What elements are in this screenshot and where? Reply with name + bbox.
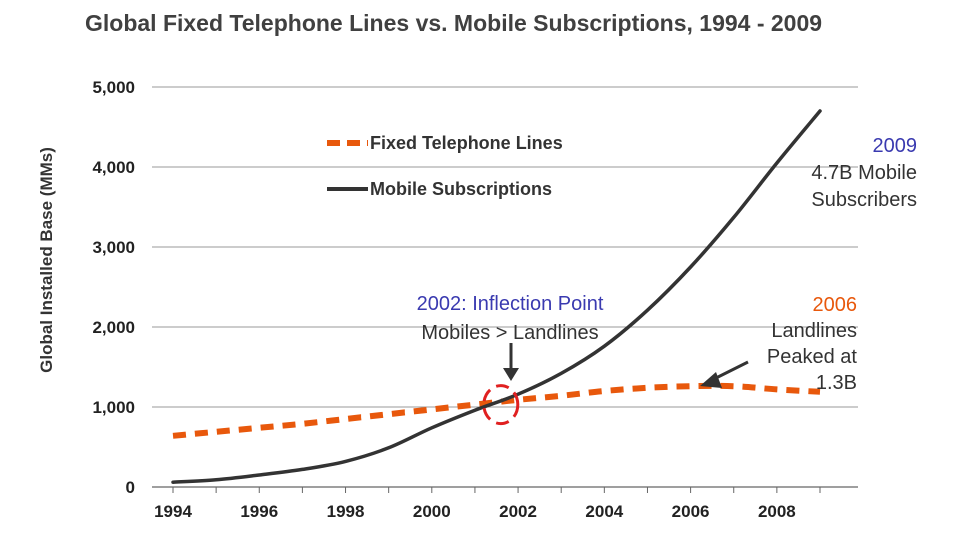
chart-title: Global Fixed Telephone Lines vs. Mobile … (85, 10, 822, 36)
legend-label-fixed-telephone-lines: Fixed Telephone Lines (370, 133, 563, 153)
annotation-a2002: 2002: Inflection Point Mobiles > Landline… (417, 293, 604, 344)
y-tick-label: 0 (126, 478, 135, 497)
inflection-marker (482, 384, 520, 426)
y-tick-label: 3,000 (92, 238, 135, 257)
y-tick-label: 2,000 (92, 318, 135, 337)
annotation-a2006: 2006 Landlines Peaked at 1.3B (767, 294, 858, 394)
series-line-mobile-subscriptions (171, 109, 822, 484)
x-tick-label: 2000 (413, 502, 451, 521)
x-tick-label: 2006 (672, 502, 710, 521)
arrow-2002-head (503, 368, 519, 381)
annotation-line: 2002: Inflection Point (417, 293, 604, 315)
y-tick-label: 1,000 (92, 398, 135, 417)
annotation-line: Landlines (771, 320, 857, 342)
y-axis-label: Global Installed Base (MMs) (37, 147, 56, 373)
x-tick-label: 1996 (240, 502, 278, 521)
annotation-line: 1.3B (816, 372, 857, 394)
annotation-line: 2009 (873, 135, 918, 157)
annotation-line: Mobiles > Landlines (421, 322, 598, 344)
arrow-2006-shaft (711, 360, 749, 382)
series-line-fixed-telephone-lines (172, 382, 821, 439)
y-tick-label: 5,000 (92, 78, 135, 97)
y-tick-label: 4,000 (92, 158, 135, 177)
x-tick-label: 2002 (499, 502, 537, 521)
legend-label-mobile-subscriptions: Mobile Subscriptions (370, 179, 552, 199)
x-tick-label: 1994 (154, 502, 192, 521)
annotation-line: 2006 (813, 294, 858, 316)
annotation-a2009: 2009 4.7B Mobile Subscribers (811, 135, 917, 211)
x-tick-label: 1998 (327, 502, 365, 521)
annotation-line: Peaked at (767, 346, 858, 368)
arrow-2006-head (700, 372, 722, 388)
x-tick-label: 2008 (758, 502, 796, 521)
annotation-line: Subscribers (811, 189, 917, 211)
annotation-line: 4.7B Mobile (811, 162, 917, 184)
x-tick-label: 2004 (585, 502, 623, 521)
